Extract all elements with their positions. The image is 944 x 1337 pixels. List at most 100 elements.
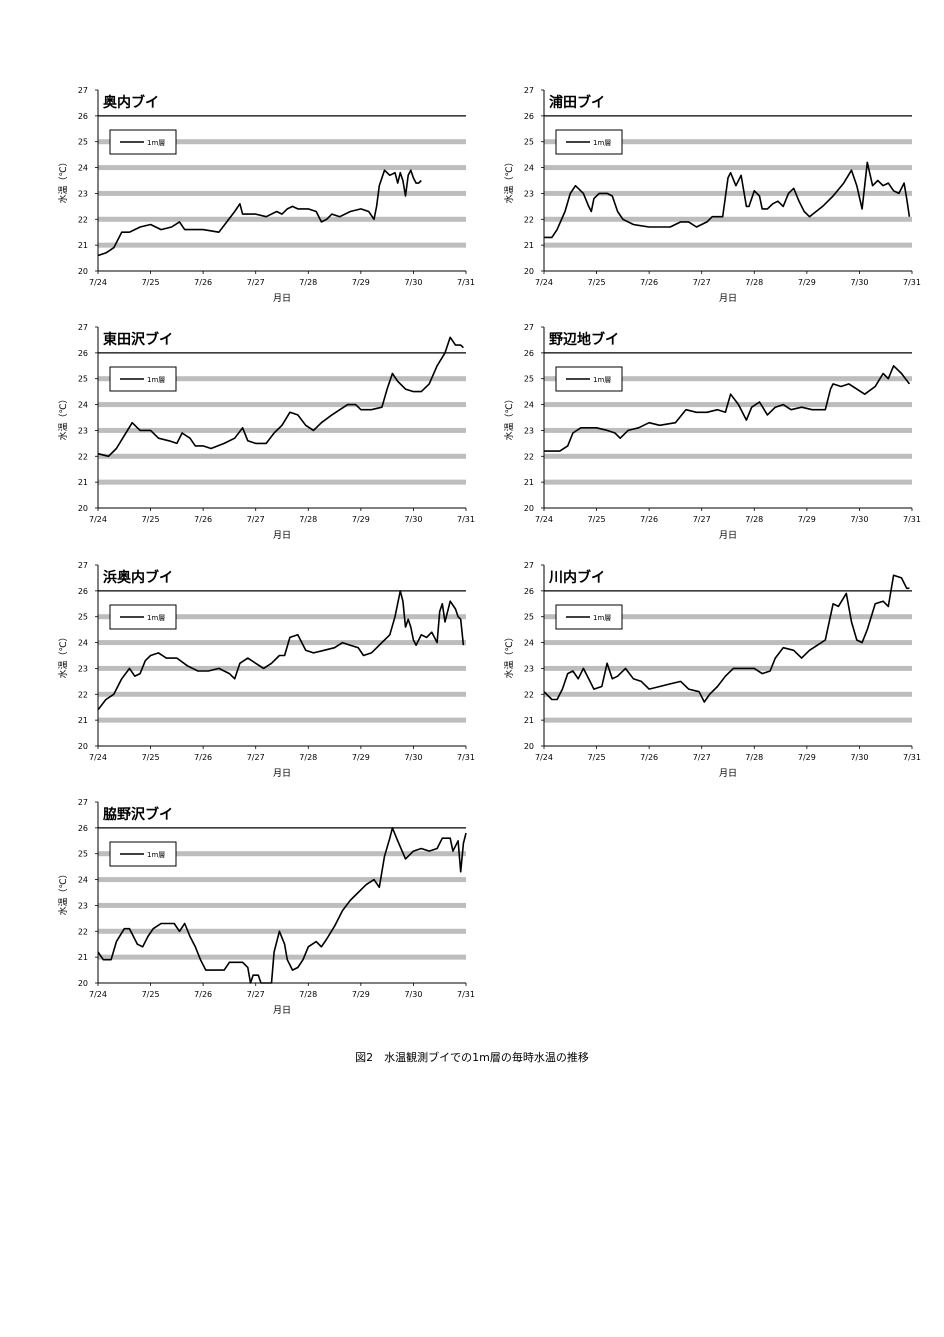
y-tick-label: 24 — [524, 639, 534, 648]
chart-title: 脇野沢ブイ — [103, 806, 173, 823]
gridline — [544, 242, 912, 248]
y-tick-label: 26 — [78, 824, 88, 833]
x-tick-label: 7/27 — [693, 278, 711, 287]
x-tick-label: 7/28 — [299, 515, 317, 524]
chart-title: 奥内ブイ — [103, 94, 159, 111]
y-tick-label: 21 — [524, 716, 534, 725]
x-tick-label: 7/25 — [142, 753, 160, 762]
y-axis-label: 水温（℃） — [503, 157, 515, 203]
y-tick-label: 27 — [524, 86, 534, 95]
y-tick-label: 22 — [78, 690, 88, 699]
x-tick-label: 7/30 — [850, 753, 868, 762]
x-tick-label: 7/24 — [535, 753, 553, 762]
chart-5: 20 21 22 23 24 25 26 27 7/24 7/25 7/26 7/27 7/28 7/29… — [57, 561, 475, 779]
legend-label: 1m層 — [593, 139, 611, 147]
x-tick-label: 7/27 — [247, 990, 265, 999]
x-tick-label: 7/29 — [352, 990, 370, 999]
gridline — [98, 242, 466, 248]
x-tick-label: 7/30 — [404, 278, 422, 287]
y-tick-label: 21 — [78, 953, 88, 962]
gridline — [544, 165, 912, 171]
y-tick-label: 27 — [78, 561, 88, 570]
gridline — [544, 139, 912, 145]
x-tick-label: 7/24 — [89, 990, 107, 999]
y-tick-label: 21 — [78, 241, 88, 250]
x-tick-label: 7/26 — [194, 990, 212, 999]
y-tick-label: 26 — [78, 349, 88, 358]
gridline — [98, 165, 466, 171]
y-tick-label: 23 — [78, 664, 88, 673]
y-tick-label: 26 — [78, 112, 88, 121]
y-tick-label: 25 — [524, 138, 534, 147]
x-tick-label: 7/29 — [798, 515, 816, 524]
legend-label: 1m層 — [593, 614, 611, 622]
x-tick-label: 7/30 — [404, 515, 422, 524]
chart-2: 20 21 22 23 24 25 26 27 7/24 7/25 7/26 7/27 7/28 7/29… — [503, 86, 921, 304]
title-background — [99, 91, 465, 115]
y-tick-label: 25 — [78, 850, 88, 859]
x-tick-label: 7/26 — [194, 278, 212, 287]
series-line — [97, 336, 464, 458]
y-tick-label: 23 — [524, 426, 534, 435]
chart-title: 浜奥内ブイ — [103, 569, 173, 586]
legend-label: 1m層 — [147, 851, 165, 859]
x-tick-label: 7/31 — [457, 278, 475, 287]
y-tick-label: 21 — [78, 478, 88, 487]
gridline — [98, 453, 466, 459]
x-tick-label: 7/25 — [588, 278, 606, 287]
x-tick-label: 7/26 — [640, 278, 658, 287]
gridline — [544, 691, 912, 697]
y-tick-label: 27 — [524, 323, 534, 332]
x-tick-label: 7/25 — [588, 515, 606, 524]
y-axis-label: 水温（℃） — [57, 394, 69, 440]
chart-title: 野辺地ブイ — [549, 331, 619, 348]
title-background — [99, 803, 465, 827]
y-tick-label: 23 — [78, 426, 88, 435]
x-tick-label: 7/30 — [850, 278, 868, 287]
gridline — [98, 139, 466, 145]
x-axis-label: 月日 — [719, 293, 737, 304]
x-tick-label: 7/27 — [247, 515, 265, 524]
x-tick-label: 7/24 — [89, 753, 107, 762]
x-tick-label: 7/29 — [352, 515, 370, 524]
x-tick-label: 7/27 — [693, 753, 711, 762]
x-tick-label: 7/31 — [903, 753, 921, 762]
y-tick-label: 25 — [78, 138, 88, 147]
y-tick-label: 24 — [78, 876, 88, 885]
x-tick-label: 7/27 — [247, 278, 265, 287]
x-tick-label: 7/29 — [352, 753, 370, 762]
y-tick-label: 25 — [78, 375, 88, 384]
y-tick-label: 21 — [78, 716, 88, 725]
gridline — [544, 665, 912, 671]
chart-title: 東田沢ブイ — [103, 331, 173, 348]
x-tick-label: 7/26 — [640, 753, 658, 762]
x-tick-label: 7/29 — [352, 278, 370, 287]
x-tick-label: 7/30 — [850, 515, 868, 524]
gridline — [544, 427, 912, 433]
x-tick-label: 7/25 — [142, 278, 160, 287]
y-tick-label: 21 — [524, 478, 534, 487]
y-tick-label: 20 — [78, 267, 88, 276]
y-tick-label: 26 — [524, 587, 534, 596]
y-axis-label: 水温（℃） — [503, 394, 515, 440]
y-axis-label: 水温（℃） — [503, 632, 515, 678]
chart-1: 20 21 22 23 24 25 26 27 7/24 7/25 7/26 7/27 7/28 7/29… — [57, 86, 475, 304]
y-tick-label: 22 — [78, 215, 88, 224]
series-line — [97, 827, 467, 984]
figure-caption: 図2 水温観測ブイでの1m層の毎時水温の推移 — [355, 1051, 589, 1064]
gridline — [98, 427, 466, 433]
x-tick-label: 7/29 — [798, 278, 816, 287]
x-tick-label: 7/24 — [89, 515, 107, 524]
x-tick-label: 7/28 — [745, 278, 763, 287]
title-background — [545, 328, 911, 352]
gridline — [98, 216, 466, 222]
y-tick-label: 23 — [524, 664, 534, 673]
gridline — [544, 376, 912, 382]
chart-title: 川内ブイ — [548, 569, 605, 586]
gridline — [98, 851, 466, 857]
title-background — [99, 328, 465, 352]
x-tick-label: 7/26 — [640, 515, 658, 524]
y-tick-label: 24 — [524, 164, 534, 173]
x-axis-label: 月日 — [273, 530, 291, 541]
